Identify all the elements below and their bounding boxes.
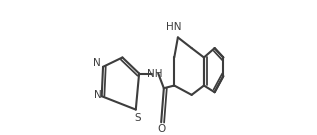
Text: NH: NH	[147, 68, 162, 78]
Text: O: O	[158, 124, 166, 134]
Text: HN: HN	[166, 22, 181, 32]
Text: S: S	[134, 113, 141, 123]
Text: N: N	[93, 58, 101, 68]
Text: N: N	[94, 90, 101, 100]
